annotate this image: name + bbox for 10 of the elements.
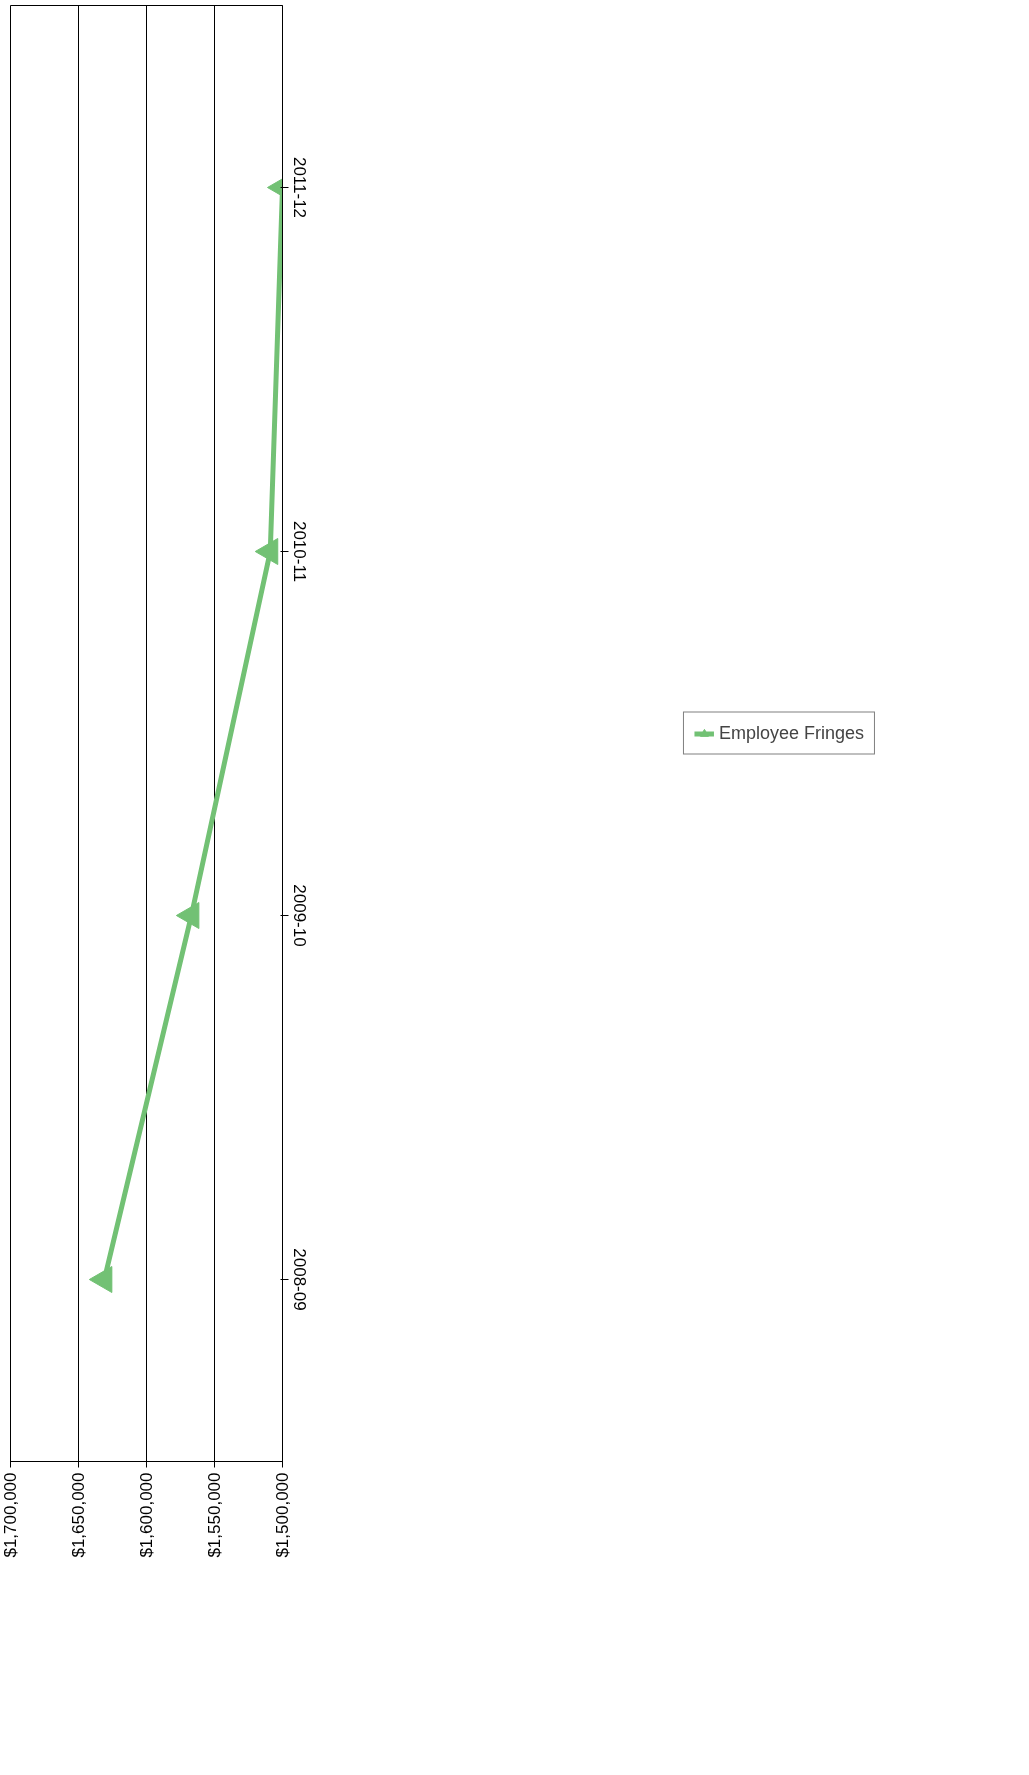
- y-tick-label: 2010-11: [289, 520, 309, 583]
- y-tick-label: 2011-12: [289, 156, 309, 219]
- y-tick-label: 2009-10: [289, 884, 309, 947]
- x-tick-label: $1,550,000: [205, 1472, 224, 1558]
- y-tick-label: 2008-09: [289, 1248, 309, 1311]
- x-tick-label: $1,600,000: [137, 1472, 156, 1558]
- legend-label: Employee Fringes: [718, 722, 865, 744]
- x-tick-label: $1,700,000: [1, 1472, 20, 1558]
- x-tick-label: $1,500,000: [273, 1472, 292, 1558]
- x-tick-label: $1,650,000: [69, 1472, 88, 1558]
